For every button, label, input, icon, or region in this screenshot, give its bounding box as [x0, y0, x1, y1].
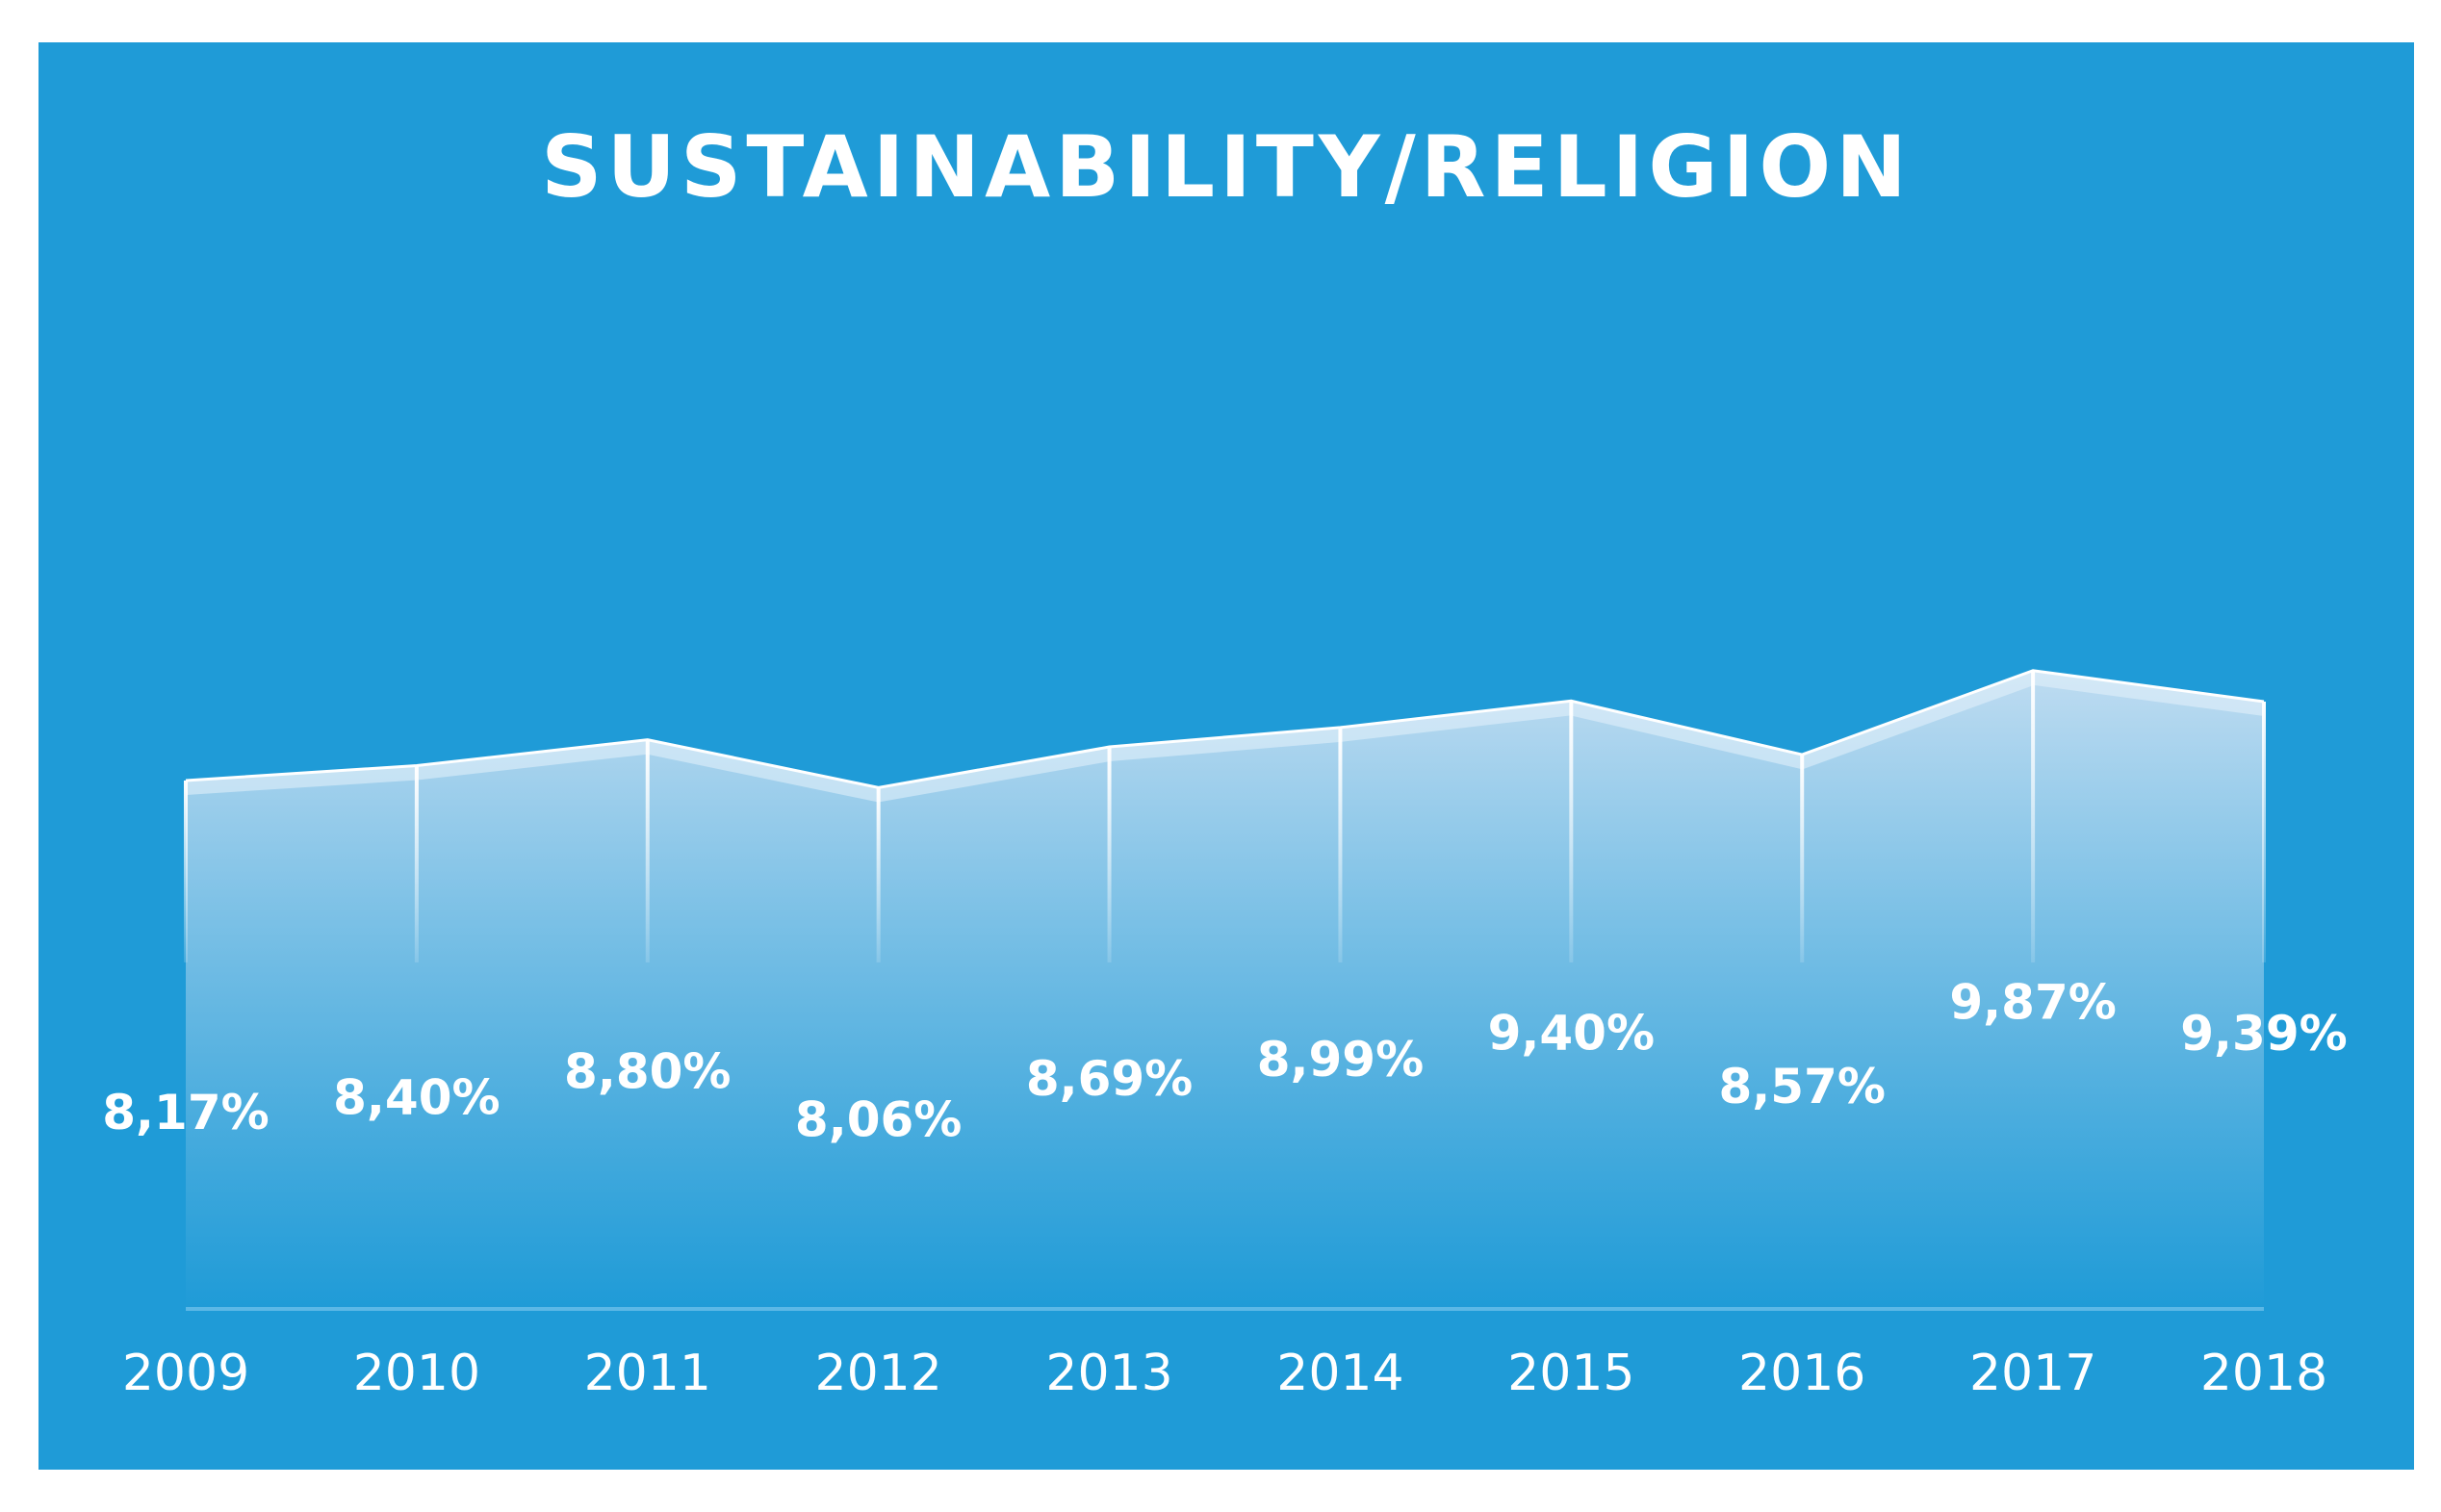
- x-tick-label: 2016: [1738, 1345, 1865, 1402]
- data-label: 9,87%: [1949, 975, 2116, 1031]
- x-tick-label: 2013: [1045, 1345, 1172, 1402]
- x-tick-label: 2018: [2200, 1345, 2327, 1402]
- drop-line: [414, 765, 419, 962]
- data-label: 8,69%: [1026, 1051, 1193, 1107]
- data-label: 8,17%: [102, 1085, 269, 1140]
- chart-title: SUSTAINABILITY/RELIGION: [541, 117, 1912, 217]
- x-tick-label: 2017: [1969, 1345, 2096, 1402]
- drop-line: [184, 780, 188, 962]
- data-label: 8,80%: [564, 1044, 731, 1100]
- x-tick-label: 2010: [353, 1345, 480, 1402]
- x-tick-label: 2014: [1276, 1345, 1403, 1402]
- x-tick-label: 2015: [1507, 1345, 1634, 1402]
- drop-line: [2262, 701, 2266, 962]
- drop-line: [1338, 727, 1343, 962]
- x-tick-label: 2011: [584, 1345, 711, 1402]
- x-tick-label: 2012: [814, 1345, 941, 1402]
- data-label: 8,57%: [1718, 1059, 1885, 1115]
- drop-line: [876, 787, 881, 962]
- series-line: [185, 669, 2265, 789]
- data-label: 9,40%: [1488, 1005, 1655, 1061]
- data-label: 8,06%: [795, 1091, 962, 1147]
- series-area: [186, 670, 2264, 1309]
- drop-line: [2031, 670, 2036, 962]
- x-tick-label: 2009: [122, 1345, 249, 1402]
- data-label: 9,39%: [2180, 1006, 2347, 1062]
- chart-panel: SUSTAINABILITY/RELIGION 8,17% 8,40% 8,80% 8…: [39, 42, 2414, 1470]
- series-top-glow: [185, 671, 2265, 803]
- drop-line: [645, 739, 650, 962]
- drop-line: [1107, 747, 1112, 962]
- data-label: 8,99%: [1257, 1032, 1424, 1088]
- data-label: 8,40%: [333, 1070, 500, 1126]
- drop-line: [1569, 701, 1574, 962]
- drop-line: [1800, 755, 1805, 962]
- chart-plot: 8,17% 8,40% 8,80% 8,06% 8,69% 8,99% 9,40% 8,57%…: [102, 669, 2348, 1402]
